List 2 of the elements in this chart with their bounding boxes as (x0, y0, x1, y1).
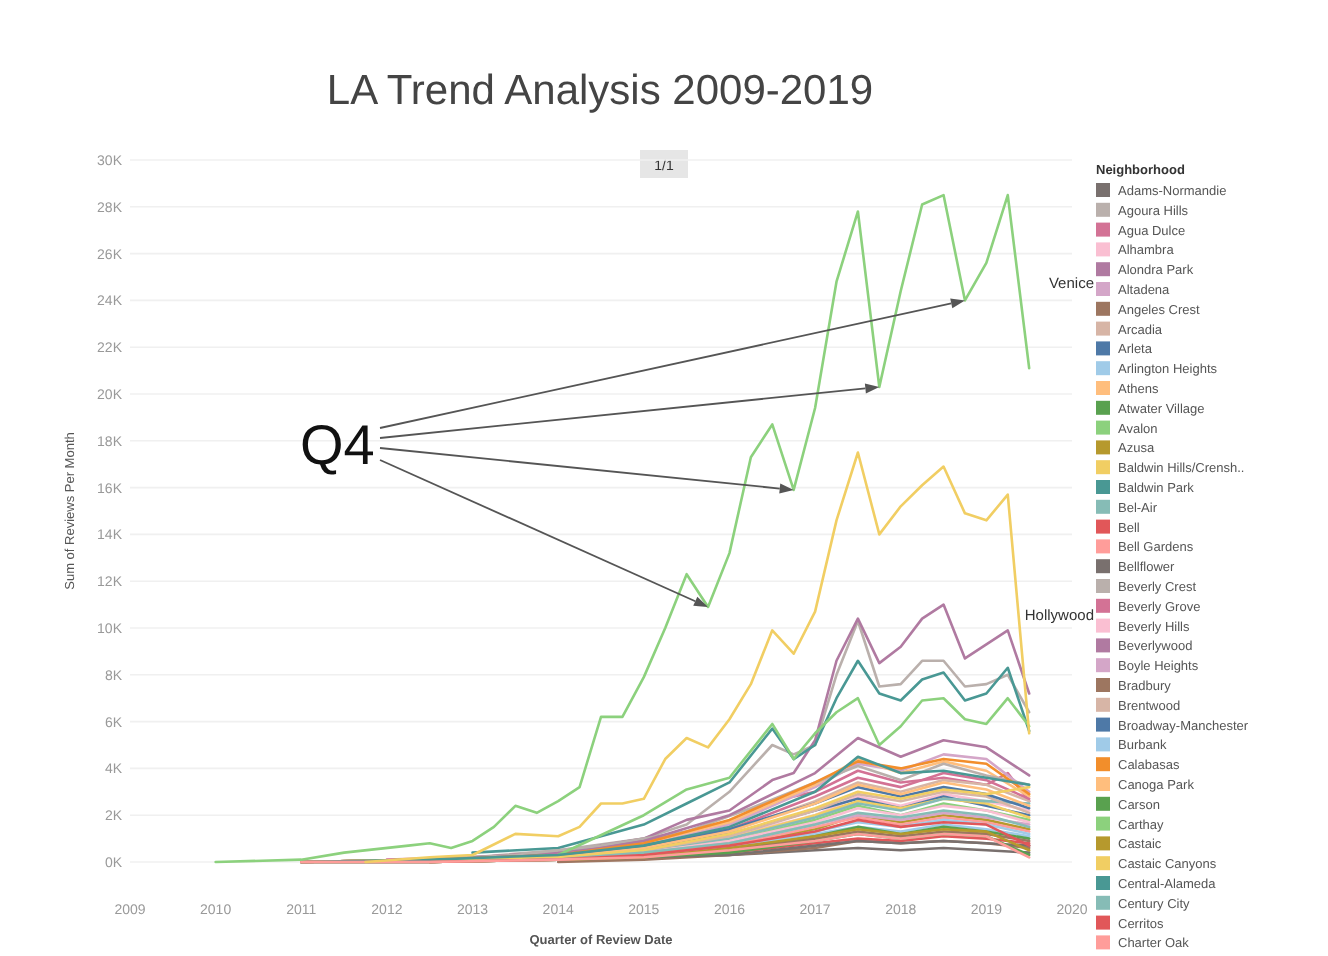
annotation: Q4 (300, 414, 375, 476)
chart-title: LA Trend Analysis 2009-2019 (326, 68, 874, 114)
